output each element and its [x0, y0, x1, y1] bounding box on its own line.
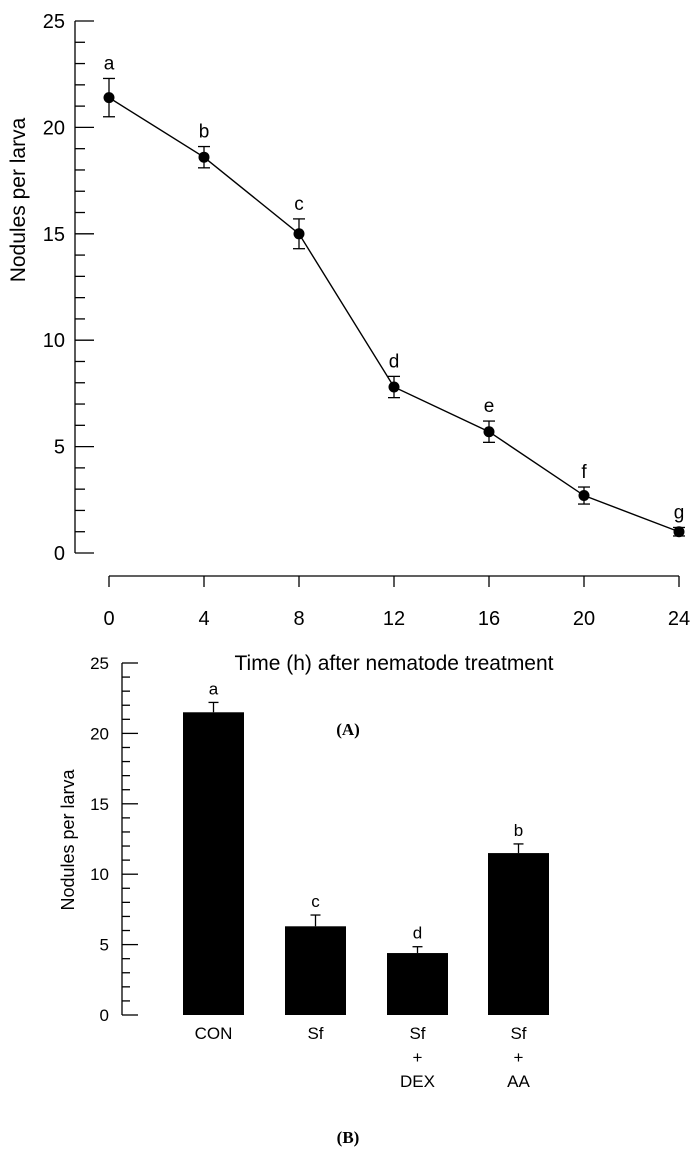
x-axis-label: Time (h) after nematode treatment — [234, 652, 553, 675]
bar — [285, 926, 346, 1015]
x-tick-label: 0 — [103, 608, 114, 630]
x-category-label: + — [413, 1048, 423, 1067]
y-tick-label: 20 — [90, 724, 109, 743]
y-tick-label: 25 — [90, 654, 109, 673]
data-point — [198, 151, 210, 163]
x-category-label: DEX — [400, 1072, 435, 1091]
significance-letter: d — [389, 351, 400, 372]
y-tick-label: 5 — [100, 936, 109, 955]
bar — [488, 853, 549, 1015]
data-point — [388, 381, 400, 393]
y-axis-label: Nodules per larva — [7, 117, 30, 282]
significance-letter: a — [104, 53, 115, 74]
data-point — [483, 426, 495, 438]
significance-letter: b — [199, 122, 210, 143]
x-tick-label: 16 — [478, 608, 500, 630]
y-tick-label: 15 — [90, 795, 109, 814]
significance-letter: g — [674, 502, 685, 523]
x-category-label: Sf — [307, 1024, 323, 1043]
y-axis-label: Nodules per larva — [58, 768, 78, 910]
significance-letter: d — [413, 924, 422, 943]
x-category-label: Sf — [510, 1024, 526, 1043]
series-line — [108, 97, 680, 533]
x-category-label: Sf — [409, 1024, 425, 1043]
x-tick-label: 8 — [293, 608, 304, 630]
y-tick-label: 10 — [90, 865, 109, 884]
panel-label: (B) — [337, 1128, 360, 1147]
bar — [387, 953, 448, 1015]
x-category-label: CON — [195, 1024, 233, 1043]
panel-a-line-chart: 0 5 10 15 20 25 0 4 8 12 16 20 24 Nodules per larva Ti… — [7, 11, 690, 739]
significance-letter: b — [514, 821, 523, 840]
significance-letter: e — [484, 396, 495, 417]
panel-label: (A) — [336, 720, 360, 739]
data-point — [293, 228, 305, 240]
significance-letter: c — [311, 892, 320, 911]
x-tick-label: 4 — [198, 608, 209, 630]
y-tick-label: 10 — [43, 330, 65, 352]
x-tick-label: 20 — [573, 608, 595, 630]
y-tick-label: 15 — [43, 224, 65, 246]
data-point — [103, 92, 115, 104]
x-tick-label: 24 — [668, 608, 690, 630]
x-category-label: AA — [507, 1072, 530, 1091]
y-tick-label: 25 — [43, 11, 65, 33]
x-tick-label: 12 — [383, 608, 405, 630]
y-tick-label: 5 — [54, 437, 65, 459]
x-category-label: + — [514, 1048, 524, 1067]
panel-b-bar-chart: 0 5 10 15 20 25 Nodules per larva a CON c Sf d Sf + DE… — [58, 654, 549, 1147]
data-point — [578, 490, 590, 502]
significance-letter: a — [209, 679, 219, 698]
bar — [183, 712, 244, 1015]
data-point — [673, 526, 685, 538]
y-tick-label: 0 — [54, 543, 65, 565]
y-tick-label: 20 — [43, 117, 65, 139]
y-tick-label: 0 — [100, 1006, 109, 1025]
significance-letter: c — [294, 194, 304, 215]
significance-letter: f — [581, 462, 587, 483]
